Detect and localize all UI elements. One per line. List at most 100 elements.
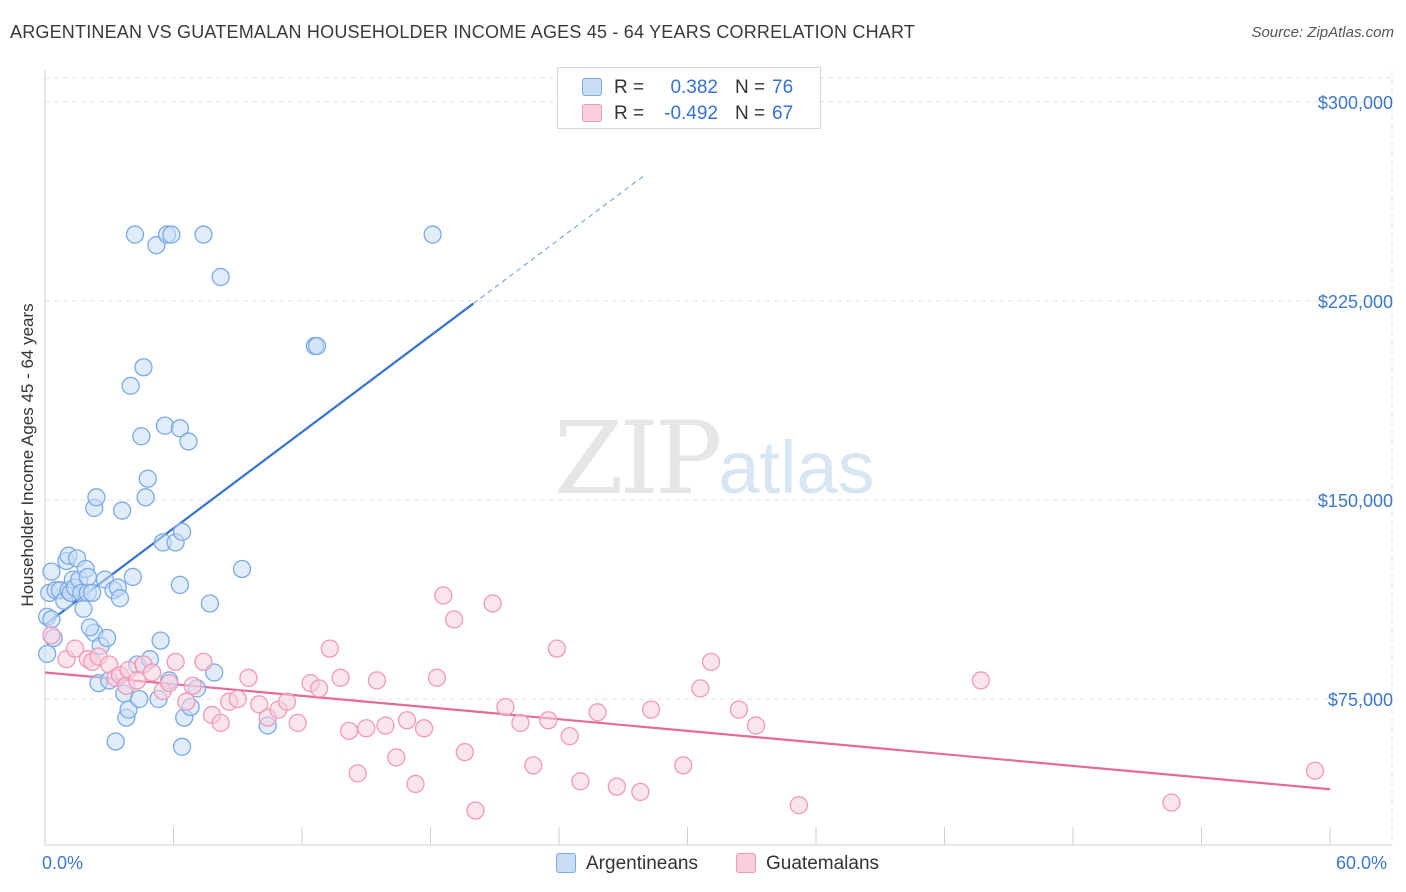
data-point (121, 376, 140, 395)
legend-swatch-pink (582, 104, 602, 122)
data-point (1162, 793, 1181, 812)
data-point (151, 631, 170, 650)
r-value: 0.382 (670, 77, 718, 98)
data-point (179, 432, 198, 451)
data-point (789, 796, 809, 815)
watermark: ZIPatlas (554, 400, 875, 517)
data-point (239, 668, 258, 687)
data-point (455, 742, 474, 762)
trend-line-guatemalans (44, 671, 1331, 791)
trend-lines (44, 174, 1331, 791)
y-tick-label: $150,000 (1318, 491, 1393, 511)
watermark-atlas: atlas (718, 426, 875, 509)
data-point (82, 583, 102, 603)
data-point (42, 610, 61, 629)
data-point (112, 501, 132, 520)
data-point (348, 764, 367, 783)
n-label: N = (735, 77, 766, 98)
data-point (65, 639, 85, 658)
r-value: -0.492 (664, 103, 718, 124)
data-point (466, 801, 485, 820)
axes (44, 70, 1392, 846)
data-point (211, 713, 230, 733)
data-point (125, 225, 145, 244)
data-point (406, 774, 425, 794)
data-point (232, 559, 252, 579)
data-point (200, 594, 220, 613)
data-point (524, 756, 543, 775)
data-point (183, 676, 202, 695)
legend-item-guatemalans: Guatemalans (736, 853, 879, 875)
data-point (414, 719, 434, 738)
data-point (87, 488, 106, 507)
data-point (387, 748, 406, 767)
data-point (496, 697, 515, 717)
data-point (631, 782, 650, 802)
data-point (194, 225, 213, 244)
data-point (130, 689, 149, 709)
y-tick-label: $75,000 (1328, 690, 1393, 710)
legend-item-argentineans: Argentineans (556, 853, 698, 875)
data-point (367, 671, 387, 690)
data-point (80, 618, 100, 637)
data-point (729, 700, 749, 719)
data-point (123, 567, 142, 587)
y-tick-labels: $75,000 $150,000 $225,000 $300,000 (1318, 93, 1393, 710)
data-point (746, 716, 766, 735)
data-point (177, 692, 196, 711)
grid-lines (45, 70, 1393, 845)
legend-swatch-pink (736, 853, 756, 873)
data-point (74, 599, 93, 618)
y-axis-label: Householder Income Ages 45 - 64 years (18, 303, 37, 607)
legend-row-argentineans: R = 0.382 N = 76 (558, 75, 820, 101)
data-point (320, 639, 339, 658)
data-point (132, 427, 151, 446)
data-point (97, 628, 117, 648)
data-point (434, 586, 453, 605)
correlation-legend: R = 0.382 N = 76 R = -0.492 N = 67 (557, 67, 821, 129)
data-point (78, 567, 97, 587)
chart-title: ARGENTINEAN VS GUATEMALAN HOUSEHOLDER IN… (10, 22, 916, 42)
trend-line-argentineans (44, 302, 474, 626)
data-point (136, 488, 155, 507)
data-point (106, 732, 125, 751)
data-point (134, 358, 153, 377)
series-guatemalans (42, 586, 1325, 820)
data-point (166, 652, 185, 672)
data-point (339, 721, 359, 741)
r-label: R = (614, 77, 645, 98)
data-point (138, 469, 157, 488)
data-point (607, 777, 626, 796)
legend-label-argentineans: Argentineans (586, 853, 698, 874)
data-point (277, 692, 297, 711)
data-point (42, 626, 61, 645)
data-point (307, 336, 327, 356)
data-point (288, 713, 307, 733)
x-tick-label-min: 0.0% (42, 853, 84, 873)
y-tick-label: $225,000 (1318, 292, 1393, 312)
n-label: N = (735, 103, 766, 124)
data-point (397, 711, 417, 730)
data-point (42, 562, 61, 581)
legend-row-guatemalans: R = -0.492 N = 67 (558, 101, 820, 127)
r-label: R = (614, 103, 645, 124)
n-value: 67 (772, 103, 794, 124)
n-value: 76 (772, 77, 794, 98)
data-point (701, 652, 721, 672)
data-point (483, 594, 502, 613)
data-point (309, 679, 329, 698)
trend-extension-argentineans (472, 174, 646, 305)
data-point (110, 589, 130, 608)
data-point (357, 719, 376, 738)
data-point (1305, 761, 1325, 780)
data-point (155, 416, 175, 435)
data-point (641, 700, 661, 719)
data-point (571, 772, 590, 791)
x-tick-label-max: 60.0% (1336, 853, 1388, 873)
data-point (691, 679, 710, 698)
source-label: Source: ZipAtlas.com (1251, 24, 1394, 41)
data-point (427, 668, 447, 687)
data-point (423, 225, 442, 244)
y-tick-label: $300,000 (1318, 93, 1393, 113)
data-point (211, 267, 230, 287)
